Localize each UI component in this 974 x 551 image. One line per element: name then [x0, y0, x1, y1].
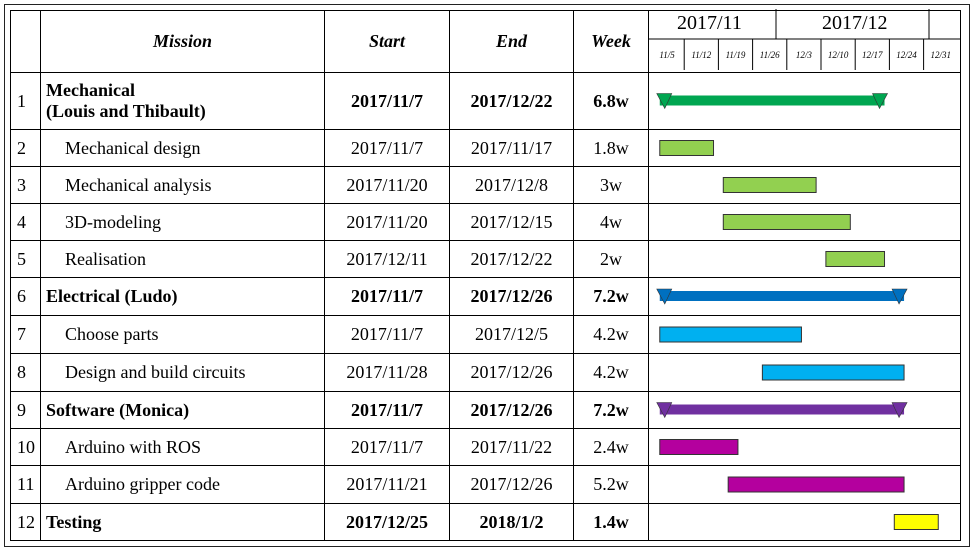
timeline-cell: [648, 129, 961, 167]
timeline-cell: [648, 465, 961, 504]
timeline-cell: [648, 203, 961, 241]
task-duration: 6.8w: [573, 72, 649, 130]
task-end: 2017/12/26: [449, 353, 574, 392]
task-start: 2017/11/7: [324, 129, 450, 167]
task-name: Mechanical design: [40, 129, 325, 167]
task-end: 2017/12/15: [449, 203, 574, 241]
timeline-cell: [648, 353, 961, 392]
task-name: 3D-modeling: [40, 203, 325, 241]
task-end: 2017/11/22: [449, 428, 574, 466]
timeline-cell: [648, 503, 961, 541]
task-row: 10 Arduino with ROS 2017/11/7 2017/11/22 2.4…: [10, 428, 961, 466]
row-number: 6: [10, 277, 41, 316]
task-duration: 4.2w: [573, 353, 649, 392]
task-name: Arduino with ROS: [40, 428, 325, 466]
timeline-cell: [648, 72, 961, 130]
outer-frame: [4, 4, 970, 547]
task-name: Mechanical (Louis and Thibault): [40, 72, 325, 130]
task-end: 2017/11/17: [449, 129, 574, 167]
header-week: Week: [573, 10, 649, 73]
task-end: 2017/12/26: [449, 277, 574, 316]
timeline-cell: [648, 166, 961, 204]
task-row: 1 Mechanical (Louis and Thibault) 2017/11/…: [10, 72, 961, 130]
task-duration: 4w: [573, 203, 649, 241]
task-name: Design and build circuits: [40, 353, 325, 392]
task-start: 2017/11/20: [324, 203, 450, 241]
row-number: 12: [10, 503, 41, 541]
task-name: Mechanical analysis: [40, 166, 325, 204]
month-label-dec: 2017/12: [822, 12, 888, 34]
row-number: 2: [10, 129, 41, 167]
task-end: 2017/12/26: [449, 465, 574, 504]
header-row: Mission Start End Week: [10, 10, 961, 73]
row-number: 1: [10, 72, 41, 130]
header-end: End: [449, 10, 574, 73]
task-start: 2017/11/7: [324, 277, 450, 316]
task-start: 2017/11/7: [324, 391, 450, 429]
task-duration: 7.2w: [573, 277, 649, 316]
task-duration: 2.4w: [573, 428, 649, 466]
task-row: 11 Arduino gripper code 2017/11/21 2017/12/…: [10, 465, 961, 504]
task-row: 3 Mechanical analysis 2017/11/20 2017/12/8 3…: [10, 166, 961, 204]
task-row: 5 Realisation 2017/12/11 2017/12/22 2w: [10, 240, 961, 278]
task-name: Arduino gripper code: [40, 465, 325, 504]
task-name: Software (Monica): [40, 391, 325, 429]
row-number: 4: [10, 203, 41, 241]
task-start: 2017/12/25: [324, 503, 450, 541]
task-name: Testing: [40, 503, 325, 541]
header-start: Start: [324, 10, 450, 73]
task-end: 2017/12/22: [449, 240, 574, 278]
gantt-table: Mission Start End Week 1 Mechanical (Loui…: [10, 10, 961, 541]
task-duration: 3w: [573, 166, 649, 204]
task-rows: 1 Mechanical (Louis and Thibault) 2017/11/…: [10, 72, 961, 541]
task-name: Realisation: [40, 240, 325, 278]
task-end: 2017/12/8: [449, 166, 574, 204]
row-number: 9: [10, 391, 41, 429]
task-row: 6 Electrical (Ludo) 2017/11/7 2017/12/26 7.2…: [10, 277, 961, 316]
task-row: 8 Design and build circuits 2017/11/28 2017…: [10, 353, 961, 392]
task-duration: 2w: [573, 240, 649, 278]
task-duration: 1.8w: [573, 129, 649, 167]
row-number: 5: [10, 240, 41, 278]
task-start: 2017/11/7: [324, 72, 450, 130]
task-name: Electrical (Ludo): [40, 277, 325, 316]
task-duration: 1.4w: [573, 503, 649, 541]
task-row: 2 Mechanical design 2017/11/7 2017/11/17 1.8…: [10, 129, 961, 167]
task-name: Choose parts: [40, 315, 325, 354]
timeline-cell: [648, 391, 961, 429]
row-number: 8: [10, 353, 41, 392]
task-start: 2017/11/21: [324, 465, 450, 504]
row-number: 10: [10, 428, 41, 466]
task-row: 4 3D-modeling 2017/11/20 2017/12/15 4w: [10, 203, 961, 241]
task-start: 2017/11/28: [324, 353, 450, 392]
header-mission: Mission: [40, 10, 325, 73]
row-number: 7: [10, 315, 41, 354]
row-number: 3: [10, 166, 41, 204]
task-start: 2017/12/11: [324, 240, 450, 278]
task-end: 2018/1/2: [449, 503, 574, 541]
task-start: 2017/11/7: [324, 428, 450, 466]
timeline-cell: [648, 315, 961, 354]
task-end: 2017/12/26: [449, 391, 574, 429]
header-no: [10, 10, 41, 73]
timeline-cell: [648, 240, 961, 278]
month-label-nov: 2017/11: [677, 12, 742, 34]
task-row: 12 Testing 2017/12/25 2018/1/2 1.4w: [10, 503, 961, 541]
task-duration: 5.2w: [573, 465, 649, 504]
task-end: 2017/12/5: [449, 315, 574, 354]
timeline-cell: [648, 277, 961, 316]
task-start: 2017/11/20: [324, 166, 450, 204]
task-start: 2017/11/7: [324, 315, 450, 354]
task-duration: 4.2w: [573, 315, 649, 354]
task-duration: 7.2w: [573, 391, 649, 429]
timeline-cell: [648, 428, 961, 466]
row-number: 11: [10, 465, 41, 504]
task-end: 2017/12/22: [449, 72, 574, 130]
task-row: 7 Choose parts 2017/11/7 2017/12/5 4.2w: [10, 315, 961, 354]
task-row: 9 Software (Monica) 2017/11/7 2017/12/26 7.2…: [10, 391, 961, 429]
